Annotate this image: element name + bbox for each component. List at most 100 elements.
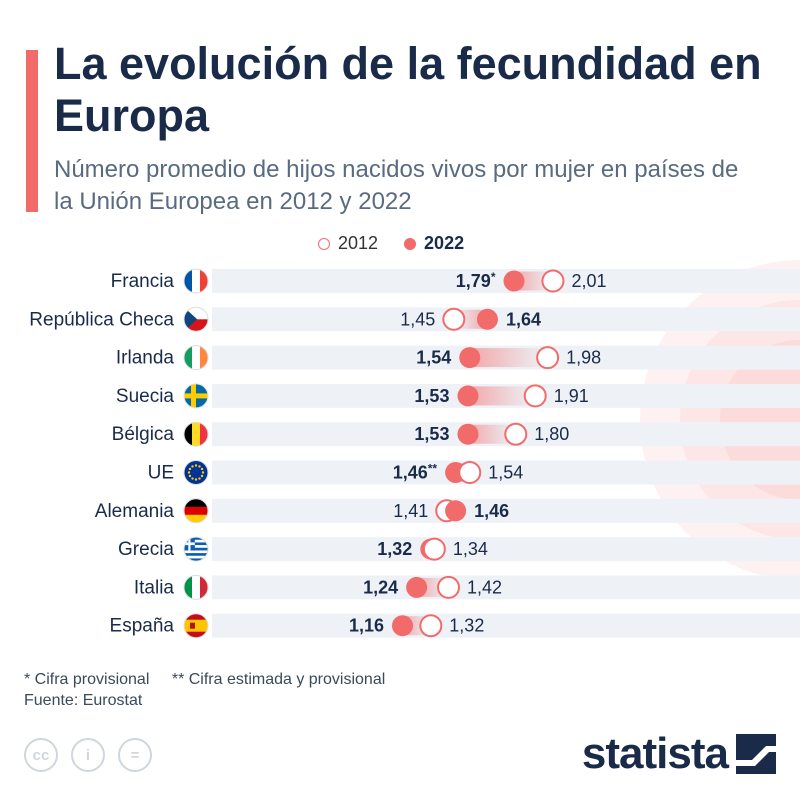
dumbbell-chart: Francia 1,79* 2,01 República Checa 1,45 1,64 I…	[29, 268, 800, 639]
eu-flag-star	[191, 465, 194, 468]
point-2022	[445, 500, 467, 522]
france-flag-stripe	[184, 269, 193, 293]
footnote-provisional: * Cifra provisional	[24, 671, 150, 688]
value-label-2012: 1,41	[393, 501, 428, 521]
greece-flag-stripe	[184, 555, 208, 559]
attribution-icon[interactable]: i	[71, 738, 105, 772]
belgium-flag-stripe	[200, 422, 208, 447]
eu-flag-star	[188, 467, 192, 471]
italy-flag-stripe	[192, 575, 201, 600]
equals-icon[interactable]: =	[118, 738, 152, 772]
eu-flag-star	[187, 471, 191, 474]
footnote-mark: *	[491, 270, 496, 284]
source-note: Fuente: Eurostat	[24, 692, 143, 709]
legend-item-2022: 2022	[404, 233, 464, 254]
point-2022	[406, 576, 428, 598]
czech-flag-triangle	[184, 307, 198, 332]
germany-flag-ring	[183, 498, 209, 524]
belgium-flag-stripe	[192, 422, 201, 447]
country-label: Francia	[111, 271, 175, 292]
chart-row: República Checa 1,45 1,64	[29, 306, 800, 332]
row-band	[212, 460, 800, 485]
italy-flag-stripe	[200, 575, 208, 600]
chart-row: España 1,16 1,32	[110, 613, 800, 639]
legend-label-2022: 2022	[424, 233, 465, 253]
value-label-2012: 1,80	[534, 424, 569, 444]
ireland-flag-stripe	[184, 345, 193, 370]
sweden-flag-ring	[183, 383, 209, 409]
eu-flag-ring	[183, 460, 209, 485]
value-label-2012: 1,98	[566, 348, 601, 368]
italy-flag-stripe	[184, 575, 193, 600]
belgium-flag-stripe	[184, 422, 193, 447]
country-label: Alemania	[95, 501, 175, 522]
ireland-flag-stripe	[192, 345, 201, 370]
chart-row: UE 1,46** 1,54	[148, 460, 800, 485]
point-2012	[437, 575, 461, 599]
row-band	[212, 537, 800, 562]
germany-flag-stripe	[184, 498, 208, 508]
country-label: Grecia	[118, 539, 174, 560]
point-2012	[422, 537, 446, 561]
point-2022	[503, 270, 525, 292]
chart-row: Bélgica 1,53 1,80	[112, 421, 800, 447]
greece-flag-stripe	[184, 558, 208, 562]
country-label: Bélgica	[112, 424, 175, 445]
footnote-estimated: ** Cifra estimada y provisional	[171, 671, 386, 688]
france-flag	[184, 269, 208, 293]
sweden-flag-cross-v	[191, 383, 196, 408]
statista-logo[interactable]: statista	[582, 730, 776, 778]
value-label-2022: 1,24	[363, 577, 398, 597]
germany-flag-stripe	[184, 514, 208, 523]
footnote-mark: **	[428, 462, 438, 476]
belgium-flag-ring	[183, 421, 209, 447]
point-2022	[476, 308, 498, 330]
country-label: Italia	[134, 577, 175, 598]
france-flag-stripe	[192, 269, 201, 293]
point-2022	[391, 615, 413, 637]
italy-flag	[184, 575, 208, 600]
chart-row: Suecia 1,53 1,91	[116, 383, 800, 409]
belgium-flag	[184, 422, 208, 447]
brand-name: statista	[581, 729, 729, 778]
point-2012	[458, 461, 482, 484]
eu-flag	[184, 460, 208, 485]
row-band	[212, 613, 800, 638]
point-2012	[523, 384, 547, 408]
cc-icon[interactable]: cc	[24, 738, 58, 772]
eu-flag-star	[194, 464, 198, 467]
italy-flag-ring	[183, 574, 209, 600]
license-icons: cc i =	[24, 738, 165, 772]
value-label-2012: 1,32	[449, 616, 484, 636]
germany-flag	[184, 498, 208, 523]
chart-row: Grecia 1,32 1,34	[118, 536, 800, 562]
ireland-flag	[184, 345, 208, 370]
value-label-2022: 1,53	[414, 424, 449, 444]
connector-bar	[467, 386, 536, 406]
value-label-2022: 1,46	[474, 501, 509, 521]
point-2012	[541, 269, 565, 293]
france-flag-stripe	[200, 269, 208, 293]
ireland-flag-ring	[183, 345, 209, 371]
greece-flag-stripe	[184, 550, 208, 554]
country-label: Irlanda	[116, 348, 175, 369]
spain-flag-ring	[183, 613, 209, 639]
country-label: UE	[148, 463, 174, 484]
eu-flag-star	[200, 467, 204, 471]
greece-flag-ring	[183, 536, 209, 562]
point-2012	[536, 346, 560, 370]
chart-row: Italia 1,24 1,42	[134, 574, 800, 600]
value-label-2012: 1,91	[554, 386, 589, 406]
spain-flag	[184, 613, 208, 638]
legend-label-2012: 2012	[338, 233, 379, 253]
row-band	[212, 307, 800, 332]
point-2012	[419, 614, 443, 638]
value-label-2012: 1,45	[400, 309, 435, 329]
filled-dot-icon	[404, 237, 417, 250]
eu-flag-star	[198, 477, 201, 480]
value-label-2022: 1,64	[506, 309, 541, 329]
eu-flag-star	[194, 478, 198, 481]
statista-mark-icon	[736, 734, 776, 774]
greece-flag-stripe	[184, 553, 208, 557]
value-label-2012: 2,01	[571, 271, 606, 291]
